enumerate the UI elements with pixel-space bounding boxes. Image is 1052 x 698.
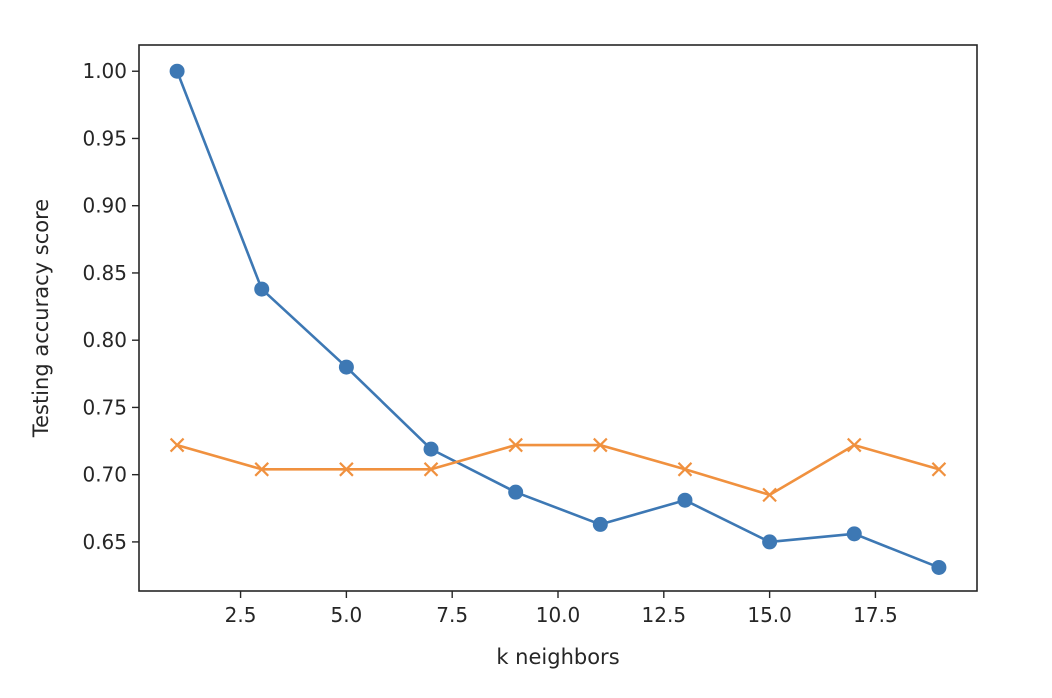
y-tick-label: 1.00 <box>82 59 127 83</box>
series-2-point <box>423 462 439 477</box>
x-tick-label: 2.5 <box>225 603 257 627</box>
series-2-point <box>762 487 777 503</box>
series-2-point <box>254 462 270 477</box>
y-axis: 0.65 0.70 0.75 0.80 0.85 0.90 0.95 1.00 <box>82 59 139 554</box>
series-1-point <box>169 63 185 79</box>
x-tick-label: 5.0 <box>330 603 362 627</box>
series-2-point <box>339 462 354 477</box>
series-1-point <box>762 534 778 550</box>
series-1-point <box>592 516 608 532</box>
y-tick-label: 0.90 <box>82 194 127 218</box>
series-layer <box>169 63 947 575</box>
series-2-point <box>846 437 862 453</box>
y-tick-label: 0.70 <box>82 463 127 487</box>
series-1-point <box>677 492 693 508</box>
y-tick-label: 0.80 <box>82 328 127 352</box>
y-axis-label: Testing accuracy score <box>29 199 53 438</box>
series-1-point <box>423 441 439 457</box>
x-tick-label: 15.0 <box>747 603 792 627</box>
series-2-point <box>677 462 693 477</box>
x-tick-label: 17.5 <box>853 603 898 627</box>
x-axis-label: k neighbors <box>496 645 619 669</box>
series-1-point <box>846 526 862 542</box>
y-tick-label: 0.75 <box>82 395 127 419</box>
x-axis: 2.5 5.0 7.5 10.0 12.5 15.0 17.5 <box>225 591 898 627</box>
x-tick-label: 10.0 <box>536 603 581 627</box>
series-1-line <box>175 70 940 569</box>
series-2-point <box>931 462 947 477</box>
y-tick-label: 0.85 <box>82 261 127 285</box>
series-1-point <box>508 484 524 500</box>
series-1-point <box>338 359 354 375</box>
x-tick-label: 7.5 <box>436 603 468 627</box>
series-2-point <box>169 437 185 453</box>
series-2-point <box>593 437 608 453</box>
series-2-line <box>176 443 940 497</box>
x-tick-label: 12.5 <box>642 603 687 627</box>
y-tick-label: 0.95 <box>82 126 127 150</box>
series-2 <box>169 437 947 503</box>
series-2-point <box>508 437 523 453</box>
series-1-point <box>931 559 947 575</box>
series-1-point <box>254 281 270 297</box>
series-1 <box>169 63 947 575</box>
y-tick-label: 0.65 <box>82 530 127 554</box>
